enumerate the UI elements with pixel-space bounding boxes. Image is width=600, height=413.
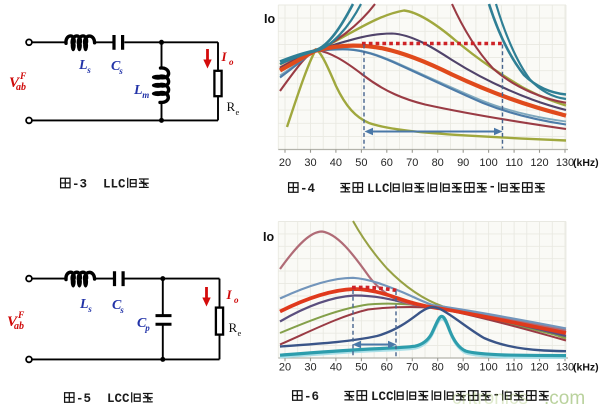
svg-text:ab: ab [16, 82, 26, 93]
svg-text:C: C [111, 59, 121, 74]
svg-text:LCC: LCC [107, 392, 130, 406]
svg-text:R: R [229, 320, 238, 335]
svg-text:s: s [118, 66, 123, 76]
svg-text:e: e [238, 328, 242, 338]
svg-text:100: 100 [479, 362, 497, 374]
svg-text:LCC: LCC [371, 390, 394, 404]
svg-text:p: p [144, 323, 150, 333]
svg-text:80: 80 [432, 157, 444, 169]
svg-text:-: - [489, 180, 497, 194]
svg-text:ab: ab [14, 321, 24, 332]
svg-text:R: R [227, 99, 236, 114]
svg-text:s: s [119, 305, 124, 315]
svg-text:40: 40 [330, 362, 342, 374]
svg-text:LLC: LLC [103, 178, 126, 192]
svg-text:110: 110 [505, 157, 523, 169]
svg-text:s: s [86, 65, 91, 75]
svg-text:-4: -4 [300, 182, 316, 196]
svg-text:Io: Io [264, 12, 275, 26]
svg-text:50: 50 [355, 362, 367, 374]
svg-text:L: L [78, 58, 88, 73]
svg-text:20: 20 [279, 362, 291, 374]
svg-text:70: 70 [406, 157, 418, 169]
svg-text:o: o [234, 295, 239, 305]
svg-text:(kHz): (kHz) [573, 362, 599, 374]
svg-text:40: 40 [330, 157, 342, 169]
svg-text:120: 120 [530, 362, 548, 374]
svg-text:20: 20 [279, 157, 291, 169]
svg-text:L: L [79, 297, 89, 312]
svg-text:(kHz): (kHz) [573, 157, 599, 169]
svg-text:130: 130 [556, 362, 574, 374]
svg-text:cntronics: cntronics [452, 388, 528, 409]
svg-text:I: I [221, 49, 228, 64]
svg-text:L: L [133, 83, 143, 98]
svg-text:s: s [87, 304, 92, 314]
svg-text:50: 50 [355, 157, 367, 169]
svg-text:V: V [7, 314, 19, 330]
svg-text:60: 60 [381, 157, 393, 169]
svg-text:m: m [142, 90, 149, 100]
svg-text:110: 110 [505, 362, 523, 374]
svg-text:120: 120 [530, 157, 548, 169]
svg-text:-6: -6 [304, 390, 319, 404]
svg-text:30: 30 [304, 157, 316, 169]
svg-text:80: 80 [432, 362, 444, 374]
svg-text:F: F [19, 72, 27, 82]
svg-text:30: 30 [304, 362, 316, 374]
svg-text:Io: Io [263, 230, 274, 244]
svg-text:F: F [17, 311, 25, 321]
svg-text:90: 90 [457, 157, 469, 169]
svg-text:.com: .com [544, 388, 585, 409]
svg-text:C: C [137, 316, 147, 331]
svg-text:e: e [236, 107, 240, 117]
svg-text:C: C [112, 298, 122, 313]
svg-text:LLC: LLC [367, 182, 390, 196]
svg-text:V: V [9, 75, 21, 91]
svg-text:o: o [229, 57, 234, 67]
svg-text:100: 100 [479, 157, 497, 169]
svg-text:70: 70 [406, 362, 418, 374]
svg-text:-3: -3 [72, 178, 87, 192]
svg-text:60: 60 [381, 362, 393, 374]
svg-text:I: I [226, 287, 233, 302]
svg-text:90: 90 [457, 362, 469, 374]
svg-text:130: 130 [556, 157, 574, 169]
svg-text:-5: -5 [76, 392, 91, 406]
svg-text:-: - [493, 388, 501, 402]
